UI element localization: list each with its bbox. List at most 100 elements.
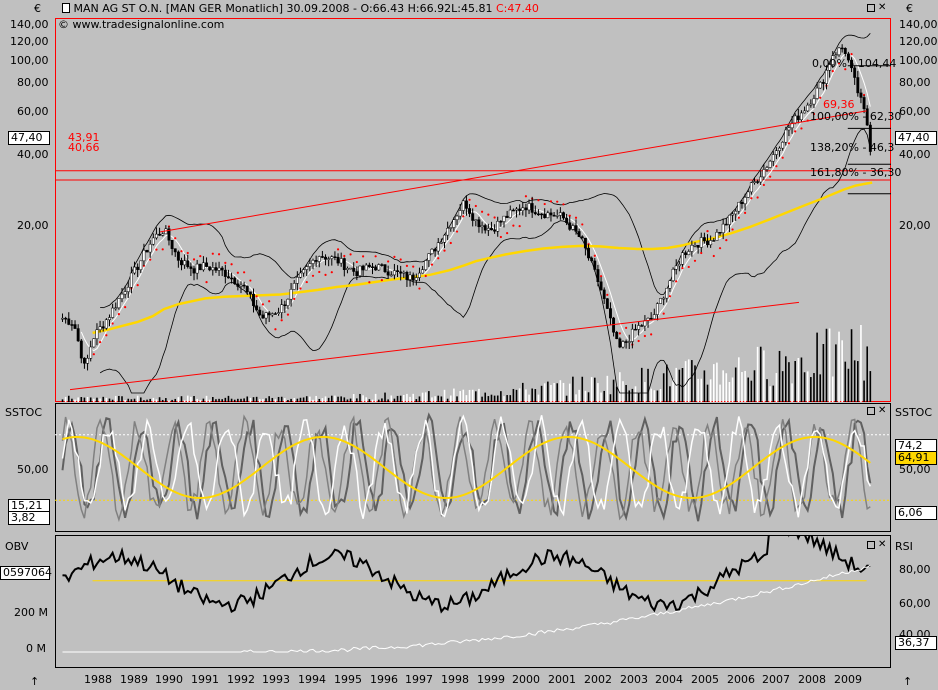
candle-body [615, 332, 619, 340]
bollinger-upper [100, 33, 871, 309]
parabolic-dot [449, 241, 452, 245]
candle-body [458, 210, 462, 217]
volume-bar [669, 386, 671, 402]
candle-body [89, 346, 93, 359]
candle-body [220, 267, 224, 271]
candle-body [70, 324, 74, 326]
volume-bar [130, 399, 133, 402]
candle-body [123, 291, 127, 295]
parabolic-dot [249, 279, 252, 282]
parabolic-dot [318, 270, 321, 274]
parabolic-dot [199, 255, 202, 258]
candle-body [433, 248, 437, 252]
close-button[interactable]: ✕ [878, 2, 887, 13]
x-tick-2006: 2006 [727, 673, 755, 686]
volume-bar [249, 397, 252, 402]
candle-body [255, 305, 259, 311]
volume-bar [847, 368, 850, 402]
parabolic-dot [236, 271, 239, 274]
volume-bar [857, 361, 859, 402]
candle-body [727, 214, 731, 225]
bollinger-lower [99, 128, 871, 394]
left-current-price-tag: 47,40 [8, 131, 50, 145]
volume-bar [168, 400, 170, 402]
volume-bar [647, 368, 649, 402]
volume-bar [287, 400, 289, 402]
candle-body [605, 298, 609, 309]
parabolic-dot [556, 200, 559, 203]
candle-body [411, 274, 415, 281]
x-tick-2004: 2004 [655, 673, 683, 686]
obv-minimize-button[interactable] [867, 541, 875, 549]
left-tick-100: 100,00 [10, 54, 49, 67]
volume-bar [174, 398, 177, 402]
candle-body [443, 234, 446, 243]
obv-close-button[interactable]: ✕ [878, 539, 887, 550]
candle-body [524, 207, 528, 211]
candle-body [421, 269, 425, 274]
x-tick-2002: 2002 [584, 673, 612, 686]
candle-body [299, 272, 302, 278]
candle-body [490, 228, 493, 231]
volume-bar [136, 395, 139, 402]
candle-body [853, 67, 857, 78]
candle-body [205, 262, 208, 267]
candle-body [405, 272, 409, 280]
right-tick-20: 20,00 [899, 219, 931, 232]
parabolic-dot [480, 210, 484, 213]
candle-body [464, 200, 468, 209]
candle-body [743, 197, 747, 205]
volume-bar [121, 396, 123, 402]
volume-bar [581, 376, 584, 402]
volume-bar [111, 399, 114, 402]
minimize-button[interactable] [867, 4, 875, 12]
candle-body [825, 70, 828, 84]
sstoc-minimize-button[interactable] [867, 407, 875, 415]
copyright-icon: © [58, 18, 69, 31]
volume-bar [678, 369, 681, 402]
parabolic-dot [812, 112, 816, 116]
sstoc-white-line [61, 414, 871, 519]
parabolic-dot [737, 216, 740, 219]
scroll-up-arrow-right[interactable]: ↑ [903, 675, 913, 688]
volume-bar [772, 385, 775, 402]
parabolic-dot [743, 211, 747, 214]
volume-bar [709, 379, 712, 402]
volume-bar [428, 391, 430, 402]
candle-body [446, 227, 450, 236]
volume-bar [381, 398, 383, 402]
volume-bar [719, 384, 721, 402]
volume-bar [330, 395, 333, 402]
scroll-up-arrow-left[interactable]: ↑ [30, 675, 40, 688]
parabolic-dot [98, 341, 102, 344]
candle-body [518, 208, 522, 211]
parabolic-dot [662, 312, 665, 315]
volume-bar [356, 398, 358, 402]
candle-body [339, 258, 343, 264]
x-tick-2009: 2009 [834, 673, 862, 686]
parabolic-dot [105, 334, 108, 337]
candle-body [515, 208, 518, 211]
sstoc-close-button[interactable]: ✕ [878, 405, 887, 416]
volume-bar [784, 356, 787, 402]
x-tick-1988: 1988 [84, 673, 112, 686]
volume-bar [390, 395, 393, 402]
candle-body [843, 48, 847, 54]
parabolic-dot [706, 229, 709, 233]
parabolic-dot [92, 353, 95, 356]
volume-bar [233, 399, 236, 402]
volume-bar [296, 398, 299, 402]
candle-body [774, 150, 778, 155]
chart-title: MAN AG ST O.N. [MAN GER Monatlich] 30.09… [62, 3, 539, 15]
parabolic-dot [430, 263, 434, 266]
parabolic-dot [155, 248, 158, 251]
volume-bar [794, 360, 796, 402]
x-tick-2008: 2008 [798, 673, 826, 686]
candle-body [289, 289, 293, 300]
candle-body [740, 201, 744, 205]
volume-bar [371, 399, 374, 402]
x-tick-2000: 2000 [512, 673, 540, 686]
candle-body [386, 271, 390, 276]
candle-body [724, 223, 728, 226]
volume-bar [860, 324, 862, 402]
